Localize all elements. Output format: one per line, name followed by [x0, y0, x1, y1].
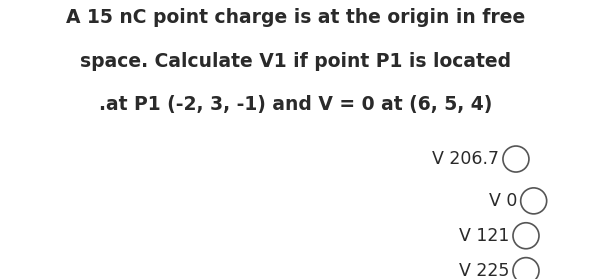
Text: A 15 nC point charge is at the origin in free: A 15 nC point charge is at the origin in… [66, 8, 525, 27]
Text: space. Calculate V1 if point P1 is located: space. Calculate V1 if point P1 is locat… [80, 52, 511, 71]
Text: .at P1 (-2, 3, -1) and V = 0 at (6, 5, 4): .at P1 (-2, 3, -1) and V = 0 at (6, 5, 4… [99, 95, 492, 114]
Text: V 225: V 225 [459, 262, 509, 279]
Text: V 0: V 0 [489, 192, 517, 210]
Text: V 206.7: V 206.7 [433, 150, 499, 168]
Text: V 121: V 121 [459, 227, 509, 245]
